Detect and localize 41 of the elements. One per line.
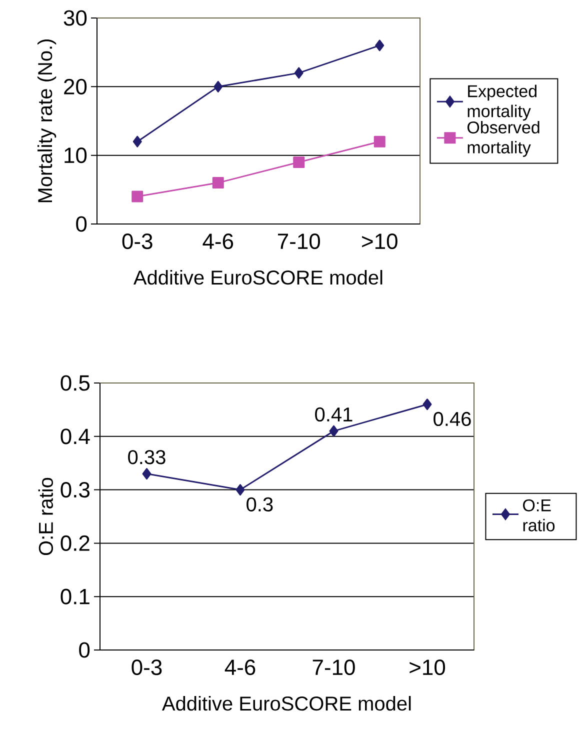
x-tick-label: 7-10: [278, 234, 320, 250]
point: [375, 40, 384, 52]
point: [142, 468, 152, 480]
point: [329, 425, 338, 437]
x-tick-label: 4-6: [202, 234, 234, 250]
y-tick-label: 0.2: [60, 535, 90, 551]
y-tick-label: 30: [64, 10, 87, 26]
point: [374, 136, 386, 148]
x-tick-label: >10: [410, 660, 446, 676]
point: [214, 80, 223, 92]
y-tick-label: 0: [76, 216, 87, 232]
y-tick-label: 0.4: [60, 428, 90, 444]
x-tick-label: 0-3: [132, 660, 162, 676]
x-tick-label: 0-3: [122, 234, 152, 250]
y-tick-label: 0.3: [60, 482, 90, 498]
x-axis-title: Additive EuroSCORE model: [162, 696, 411, 711]
y-tick-label: 0.5: [60, 375, 90, 391]
data-label: 0.3: [246, 497, 273, 512]
y-tick-label: 0: [79, 642, 90, 658]
y-axis-title: Mortality rate (No.): [37, 39, 56, 202]
point: [293, 156, 305, 168]
x-axis-title: Additive EuroSCORE model: [133, 270, 382, 285]
point: [132, 190, 144, 202]
y-tick-label: 0.1: [60, 588, 90, 604]
y-tick-label: 20: [64, 78, 87, 94]
legend-label: Expected mortality: [468, 84, 536, 121]
point: [212, 177, 224, 189]
point: [422, 398, 432, 410]
point: [236, 484, 245, 496]
data-label: 0.33: [128, 450, 166, 464]
y-axis-title: O:E ratio: [38, 478, 54, 556]
legend-label: O:E ratio: [523, 499, 555, 532]
x-tick-label: >10: [362, 234, 398, 250]
x-tick-label: 7-10: [312, 660, 355, 676]
data-label: 0.41: [315, 407, 352, 422]
point: [294, 67, 304, 79]
legend-label: Observed mortality: [467, 121, 540, 157]
point: [132, 136, 142, 148]
x-tick-label: 4-6: [224, 660, 256, 676]
y-tick-label: 10: [64, 148, 87, 164]
data-label: 0.46: [434, 412, 471, 426]
